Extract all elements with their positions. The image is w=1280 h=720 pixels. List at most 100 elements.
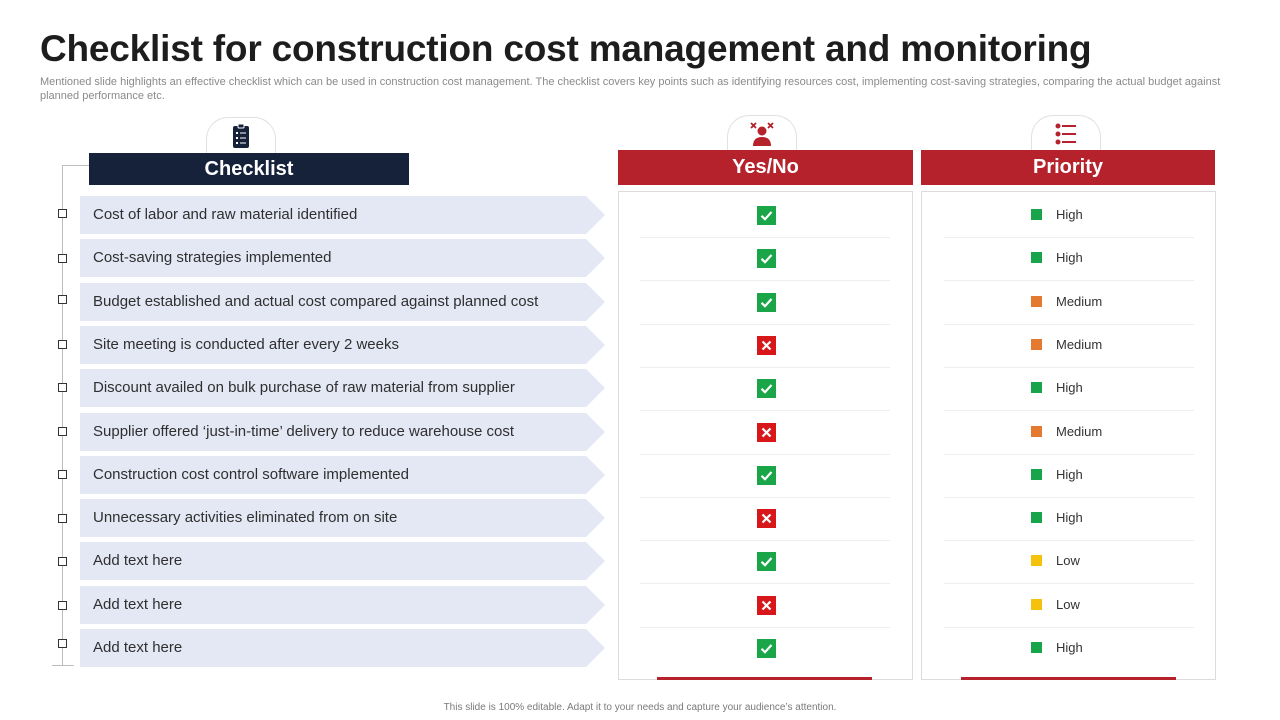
checklist-row: Cost-saving strategies implemented <box>80 239 605 277</box>
check-icon <box>757 206 776 225</box>
row-arrow-shape <box>80 196 605 234</box>
list-icon <box>1055 123 1076 145</box>
check-icon <box>757 249 776 268</box>
row-divider <box>640 367 890 368</box>
row-marker <box>58 295 67 304</box>
priority-medium: Medium <box>1031 336 1102 352</box>
priority-square-icon <box>1031 208 1042 220</box>
priority-label: High <box>1056 379 1083 395</box>
checklist-row: Cost of labor and raw material identifie… <box>80 196 605 234</box>
priority-high: High <box>1031 379 1083 395</box>
cross-icon <box>757 509 776 528</box>
row-marker <box>58 639 67 648</box>
checklist-row-text: Site meeting is conducted after every 2 … <box>93 336 399 353</box>
row-arrow-shape <box>80 542 605 580</box>
priority-panel-bar <box>961 677 1176 680</box>
checklist-row-text: Add text here <box>93 552 183 569</box>
priority-low: Low <box>1031 552 1080 568</box>
priority-medium: Medium <box>1031 423 1102 439</box>
row-divider <box>944 410 1194 411</box>
checklist-row: Site meeting is conducted after every 2 … <box>80 326 605 364</box>
row-arrow-shape <box>80 586 605 624</box>
priority-square-icon <box>1031 295 1042 307</box>
row-divider <box>944 367 1194 368</box>
cross-icon <box>757 336 776 355</box>
check-icon <box>757 293 776 312</box>
row-marker <box>58 427 67 436</box>
timeline-line <box>62 165 63 665</box>
cross-icon <box>757 596 776 615</box>
priority-label: Low <box>1056 596 1080 612</box>
priority-high: High <box>1031 639 1083 655</box>
row-divider <box>944 583 1194 584</box>
row-arrow-shape <box>80 239 605 277</box>
priority-high: High <box>1031 249 1083 265</box>
priority-label: High <box>1056 639 1083 655</box>
row-arrow-shape <box>80 629 605 667</box>
priority-square-icon <box>1031 251 1042 263</box>
checklist-icon-tab <box>206 117 276 157</box>
row-divider <box>640 410 890 411</box>
row-divider <box>944 454 1194 455</box>
checklist-row-text: Construction cost control software imple… <box>93 466 409 483</box>
priority-square-icon <box>1031 381 1042 393</box>
row-marker <box>58 470 67 479</box>
priority-icon-tab <box>1031 115 1101 155</box>
row-divider <box>640 454 890 455</box>
row-divider <box>640 237 890 238</box>
priority-label: Medium <box>1056 293 1103 309</box>
checklist-row-text: Supplier offered ‘just-in-time’ delivery… <box>93 423 515 440</box>
priority-label: High <box>1056 466 1083 482</box>
priority-square-icon <box>1031 511 1042 523</box>
row-arrow-shape <box>80 283 605 321</box>
footer-note: This slide is 100% editable. Adapt it to… <box>443 702 837 713</box>
check-icon <box>757 552 776 571</box>
clipboard-icon <box>233 123 249 148</box>
row-divider <box>944 497 1194 498</box>
priority-square-icon <box>1031 425 1042 437</box>
timeline-end <box>52 665 74 666</box>
checklist-row-text: Discount availed on bulk purchase of raw… <box>93 379 515 396</box>
row-arrow-shape <box>80 456 605 494</box>
priority-label: High <box>1056 249 1083 265</box>
row-marker <box>58 557 67 566</box>
priority-square-icon <box>1031 598 1042 610</box>
check-icon <box>757 466 776 485</box>
checklist-row: Budget established and actual cost compa… <box>80 283 605 321</box>
priority-label: Medium <box>1056 423 1103 439</box>
priority-label: Medium <box>1056 336 1103 352</box>
check-icon <box>757 379 776 398</box>
checklist-row: Supplier offered ‘just-in-time’ delivery… <box>80 413 605 451</box>
priority-square-icon <box>1031 641 1042 653</box>
priority-low: Low <box>1031 596 1080 612</box>
priority-header: Priority <box>921 150 1215 185</box>
row-divider <box>944 237 1194 238</box>
checklist-row-text: Cost-saving strategies implemented <box>93 249 332 266</box>
priority-medium: Medium <box>1031 293 1102 309</box>
page-subtitle: Mentioned slide highlights an effective … <box>40 76 1221 102</box>
checklist-row-text: Unnecessary activities eliminated from o… <box>93 509 398 526</box>
timeline-connector <box>62 165 89 166</box>
checklist-row-text: Add text here <box>93 639 183 656</box>
priority-square-icon <box>1031 554 1042 566</box>
check-icon <box>757 639 776 658</box>
row-divider <box>640 627 890 628</box>
yes-no-header: Yes/No <box>618 150 913 185</box>
checklist-row-text: Cost of labor and raw material identifie… <box>93 206 358 223</box>
row-divider <box>640 280 890 281</box>
priority-high: High <box>1031 466 1083 482</box>
yes-no-panel-bar <box>657 677 872 680</box>
row-divider <box>640 497 890 498</box>
row-divider <box>944 324 1194 325</box>
priority-panel <box>921 191 1216 680</box>
row-marker <box>58 254 67 263</box>
row-arrow-shape <box>80 499 605 537</box>
checklist-row: Construction cost control software imple… <box>80 456 605 494</box>
yes-no-icon-tab <box>727 115 797 155</box>
row-divider <box>944 540 1194 541</box>
checklist-row: Add text here <box>80 629 605 667</box>
row-marker <box>58 383 67 392</box>
page-title: Checklist for construction cost manageme… <box>40 28 1092 69</box>
checklist-row-text: Add text here <box>93 596 183 613</box>
row-marker <box>58 209 67 218</box>
